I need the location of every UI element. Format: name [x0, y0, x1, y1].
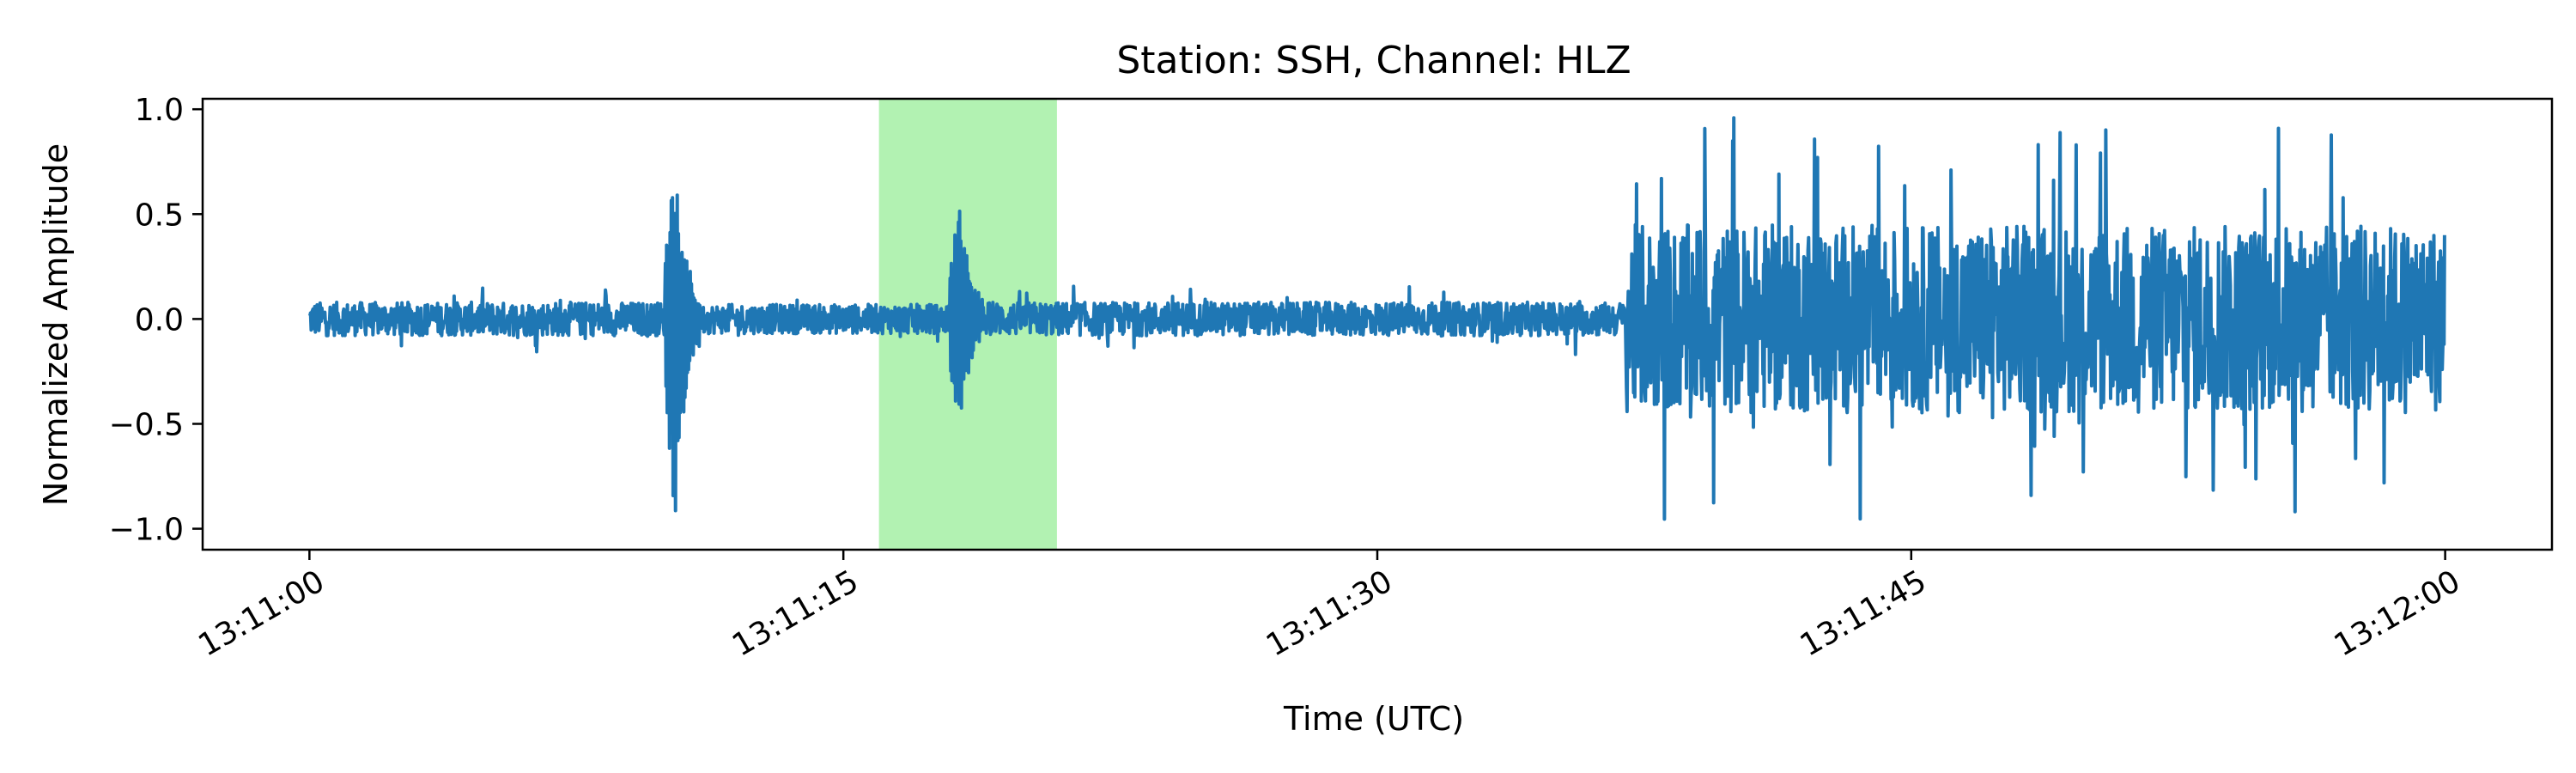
- x-tick-label: 13:11:30: [1261, 563, 1399, 663]
- x-tick-label: 13:11:15: [726, 563, 865, 663]
- y-tick-label: −0.5: [109, 407, 184, 442]
- waveform-series-line: [307, 116, 2446, 521]
- y-tick-label: 0.5: [135, 198, 184, 233]
- y-tick-label: −1.0: [109, 513, 184, 548]
- y-tick-label: 1.0: [135, 93, 184, 128]
- y-axis-ticks: 1.0 0.5 0.0 −0.5 −1.0: [109, 93, 203, 548]
- x-tick-label: 13:11:45: [1795, 563, 1933, 663]
- x-axis-ticks: 13:11:00 13:11:15 13:11:30 13:11:45 13:12:00: [192, 550, 2466, 664]
- chart-title: Station: SSH, Channel: HLZ: [1116, 39, 1631, 82]
- x-tick-label: 13:11:00: [192, 563, 331, 663]
- x-axis-label: Time (UTC): [1283, 700, 1464, 738]
- x-tick-label: 13:12:00: [2329, 563, 2467, 663]
- y-axis-label: Normalized Amplitude: [37, 143, 75, 506]
- y-tick-label: 0.0: [135, 302, 184, 338]
